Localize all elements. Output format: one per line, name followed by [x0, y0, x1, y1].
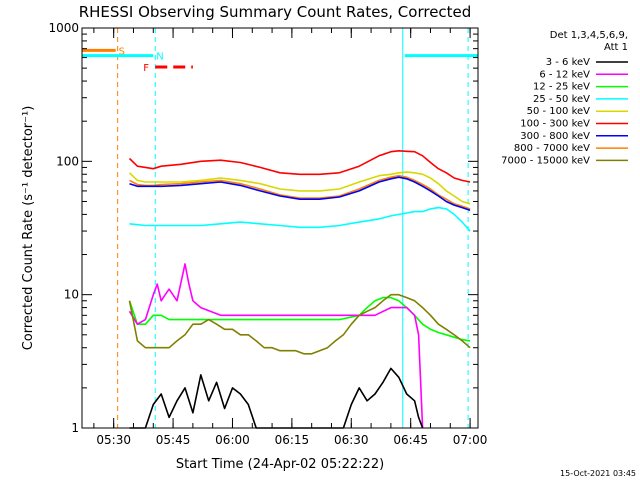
x-tick-label-3: 06:15: [275, 433, 310, 447]
series-line-5: [128, 296, 471, 342]
legend-label-8: 7000 - 15000 keV: [501, 155, 590, 166]
y-axis-label: Corrected Count Rate (s⁻¹ detector⁻¹): [21, 106, 36, 351]
x-tick-label-5: 06:45: [393, 433, 428, 447]
y-tick-label-1: 10: [64, 288, 79, 302]
series-line-1: [128, 171, 471, 205]
x-tick-label-6: 07:00: [453, 433, 488, 447]
legend-label-5: 100 - 300 keV: [520, 119, 590, 130]
series-line-0: [128, 150, 471, 183]
mode-flags: S NF: [82, 46, 478, 74]
x-tick-label-2: 06:00: [215, 433, 250, 447]
x-axis-label: Start Time (24-Apr-02 05:22:22): [176, 457, 384, 472]
flag-label-S: S: [119, 46, 125, 57]
legend-header-0: Det 1,3,4,5,6,9,: [550, 30, 628, 41]
legend-header-1: Att 1: [604, 42, 628, 53]
footer-date: 15-Oct-2021 03:45: [560, 469, 636, 478]
y-tick-label-2: 100: [56, 154, 79, 168]
series-line-2: [129, 174, 471, 210]
y-axis: 1 10 100 1000: [48, 21, 478, 435]
x-tick-label-4: 06:30: [334, 433, 369, 447]
chart-title: RHESSI Observing Summary Count Rates, Co…: [79, 3, 472, 21]
series-line-6: [128, 263, 424, 429]
series-line-3: [129, 176, 471, 211]
series-lines: [128, 150, 471, 429]
series-line-7: [128, 293, 471, 355]
y-tick-label-3: 1000: [48, 21, 79, 35]
time-markers: [117, 28, 469, 428]
x-tick-label-1: 05:45: [156, 433, 191, 447]
legend-label-0: 3 - 6 keV: [546, 57, 590, 68]
flag-label-F: F: [143, 63, 149, 74]
series-line-4: [129, 206, 471, 232]
legend-label-4: 50 - 100 keV: [527, 106, 591, 117]
legend-label-6: 300 - 800 keV: [520, 131, 590, 142]
x-tick-label-0: 05:30: [96, 433, 131, 447]
legend-label-3: 25 - 50 keV: [533, 94, 590, 105]
legend-label-7: 800 - 7000 keV: [514, 143, 590, 154]
flag-label-N: N: [156, 52, 163, 63]
legend-label-1: 6 - 12 keV: [539, 69, 590, 80]
plot-frame: [81, 27, 479, 429]
x-axis: 05:30 05:45 06:00 06:15 06:30 06:45 07:00: [93, 28, 488, 447]
y-tick-label-0: 1: [71, 421, 79, 435]
legend-label-2: 12 - 25 keV: [533, 82, 590, 93]
